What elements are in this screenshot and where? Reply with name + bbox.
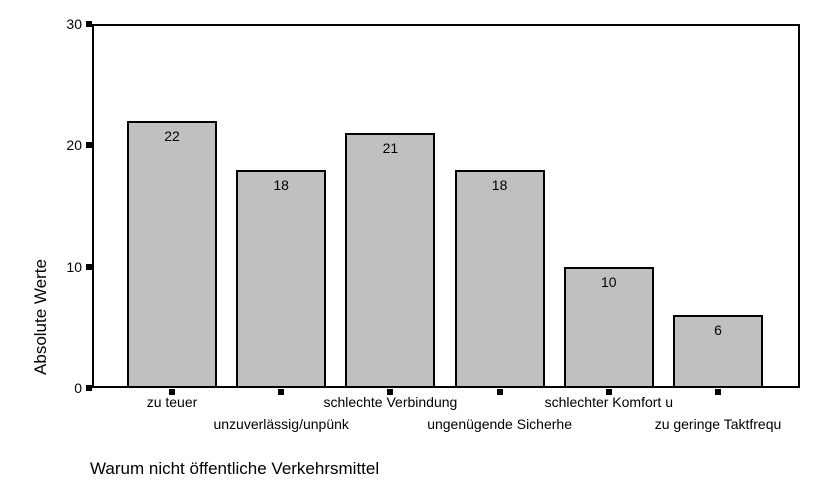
bar bbox=[563, 266, 654, 388]
x-tick-mark bbox=[496, 389, 503, 395]
y-tick-label: 0 bbox=[74, 380, 82, 396]
bar bbox=[673, 315, 763, 388]
y-tick-label: 30 bbox=[66, 16, 82, 32]
x-tick-mark bbox=[605, 389, 612, 395]
x-tick-mark bbox=[169, 389, 175, 395]
bar-value-label: 21 bbox=[382, 140, 399, 157]
x-category-label: schlechter Komfort u bbox=[544, 394, 673, 410]
bar-value-label: 18 bbox=[491, 176, 508, 193]
bar-value-label: 6 bbox=[714, 322, 722, 339]
x-category-label: ungenügende Sicherhe bbox=[427, 416, 572, 432]
bar-value-label: 18 bbox=[273, 176, 289, 193]
y-tick-mark bbox=[86, 385, 92, 391]
bar-value-label: 22 bbox=[164, 128, 180, 145]
x-axis-title: Warum nicht öffentliche Verkehrsmittel bbox=[90, 459, 380, 478]
y-tick-mark bbox=[86, 142, 92, 149]
bar bbox=[454, 169, 545, 388]
x-category-label: unzuverlässig/unpünk bbox=[213, 416, 349, 432]
bar bbox=[127, 121, 217, 388]
bar bbox=[345, 133, 436, 388]
x-category-label: zu geringe Taktfrequ bbox=[654, 416, 782, 432]
y-axis-title: Absolute Werte bbox=[31, 259, 50, 375]
y-tick-label: 20 bbox=[66, 137, 82, 154]
y-tick-mark bbox=[86, 21, 92, 27]
y-tick-label: 10 bbox=[66, 258, 82, 275]
x-tick-mark bbox=[278, 389, 285, 395]
bar-value-label: 10 bbox=[601, 273, 617, 290]
x-tick-mark bbox=[715, 389, 721, 395]
x-category-label: zu teuer bbox=[146, 394, 198, 410]
bar bbox=[236, 169, 327, 388]
x-tick-mark bbox=[387, 389, 394, 395]
x-category-label: schlechte Verbindung bbox=[323, 394, 458, 410]
y-tick-mark bbox=[86, 263, 92, 270]
